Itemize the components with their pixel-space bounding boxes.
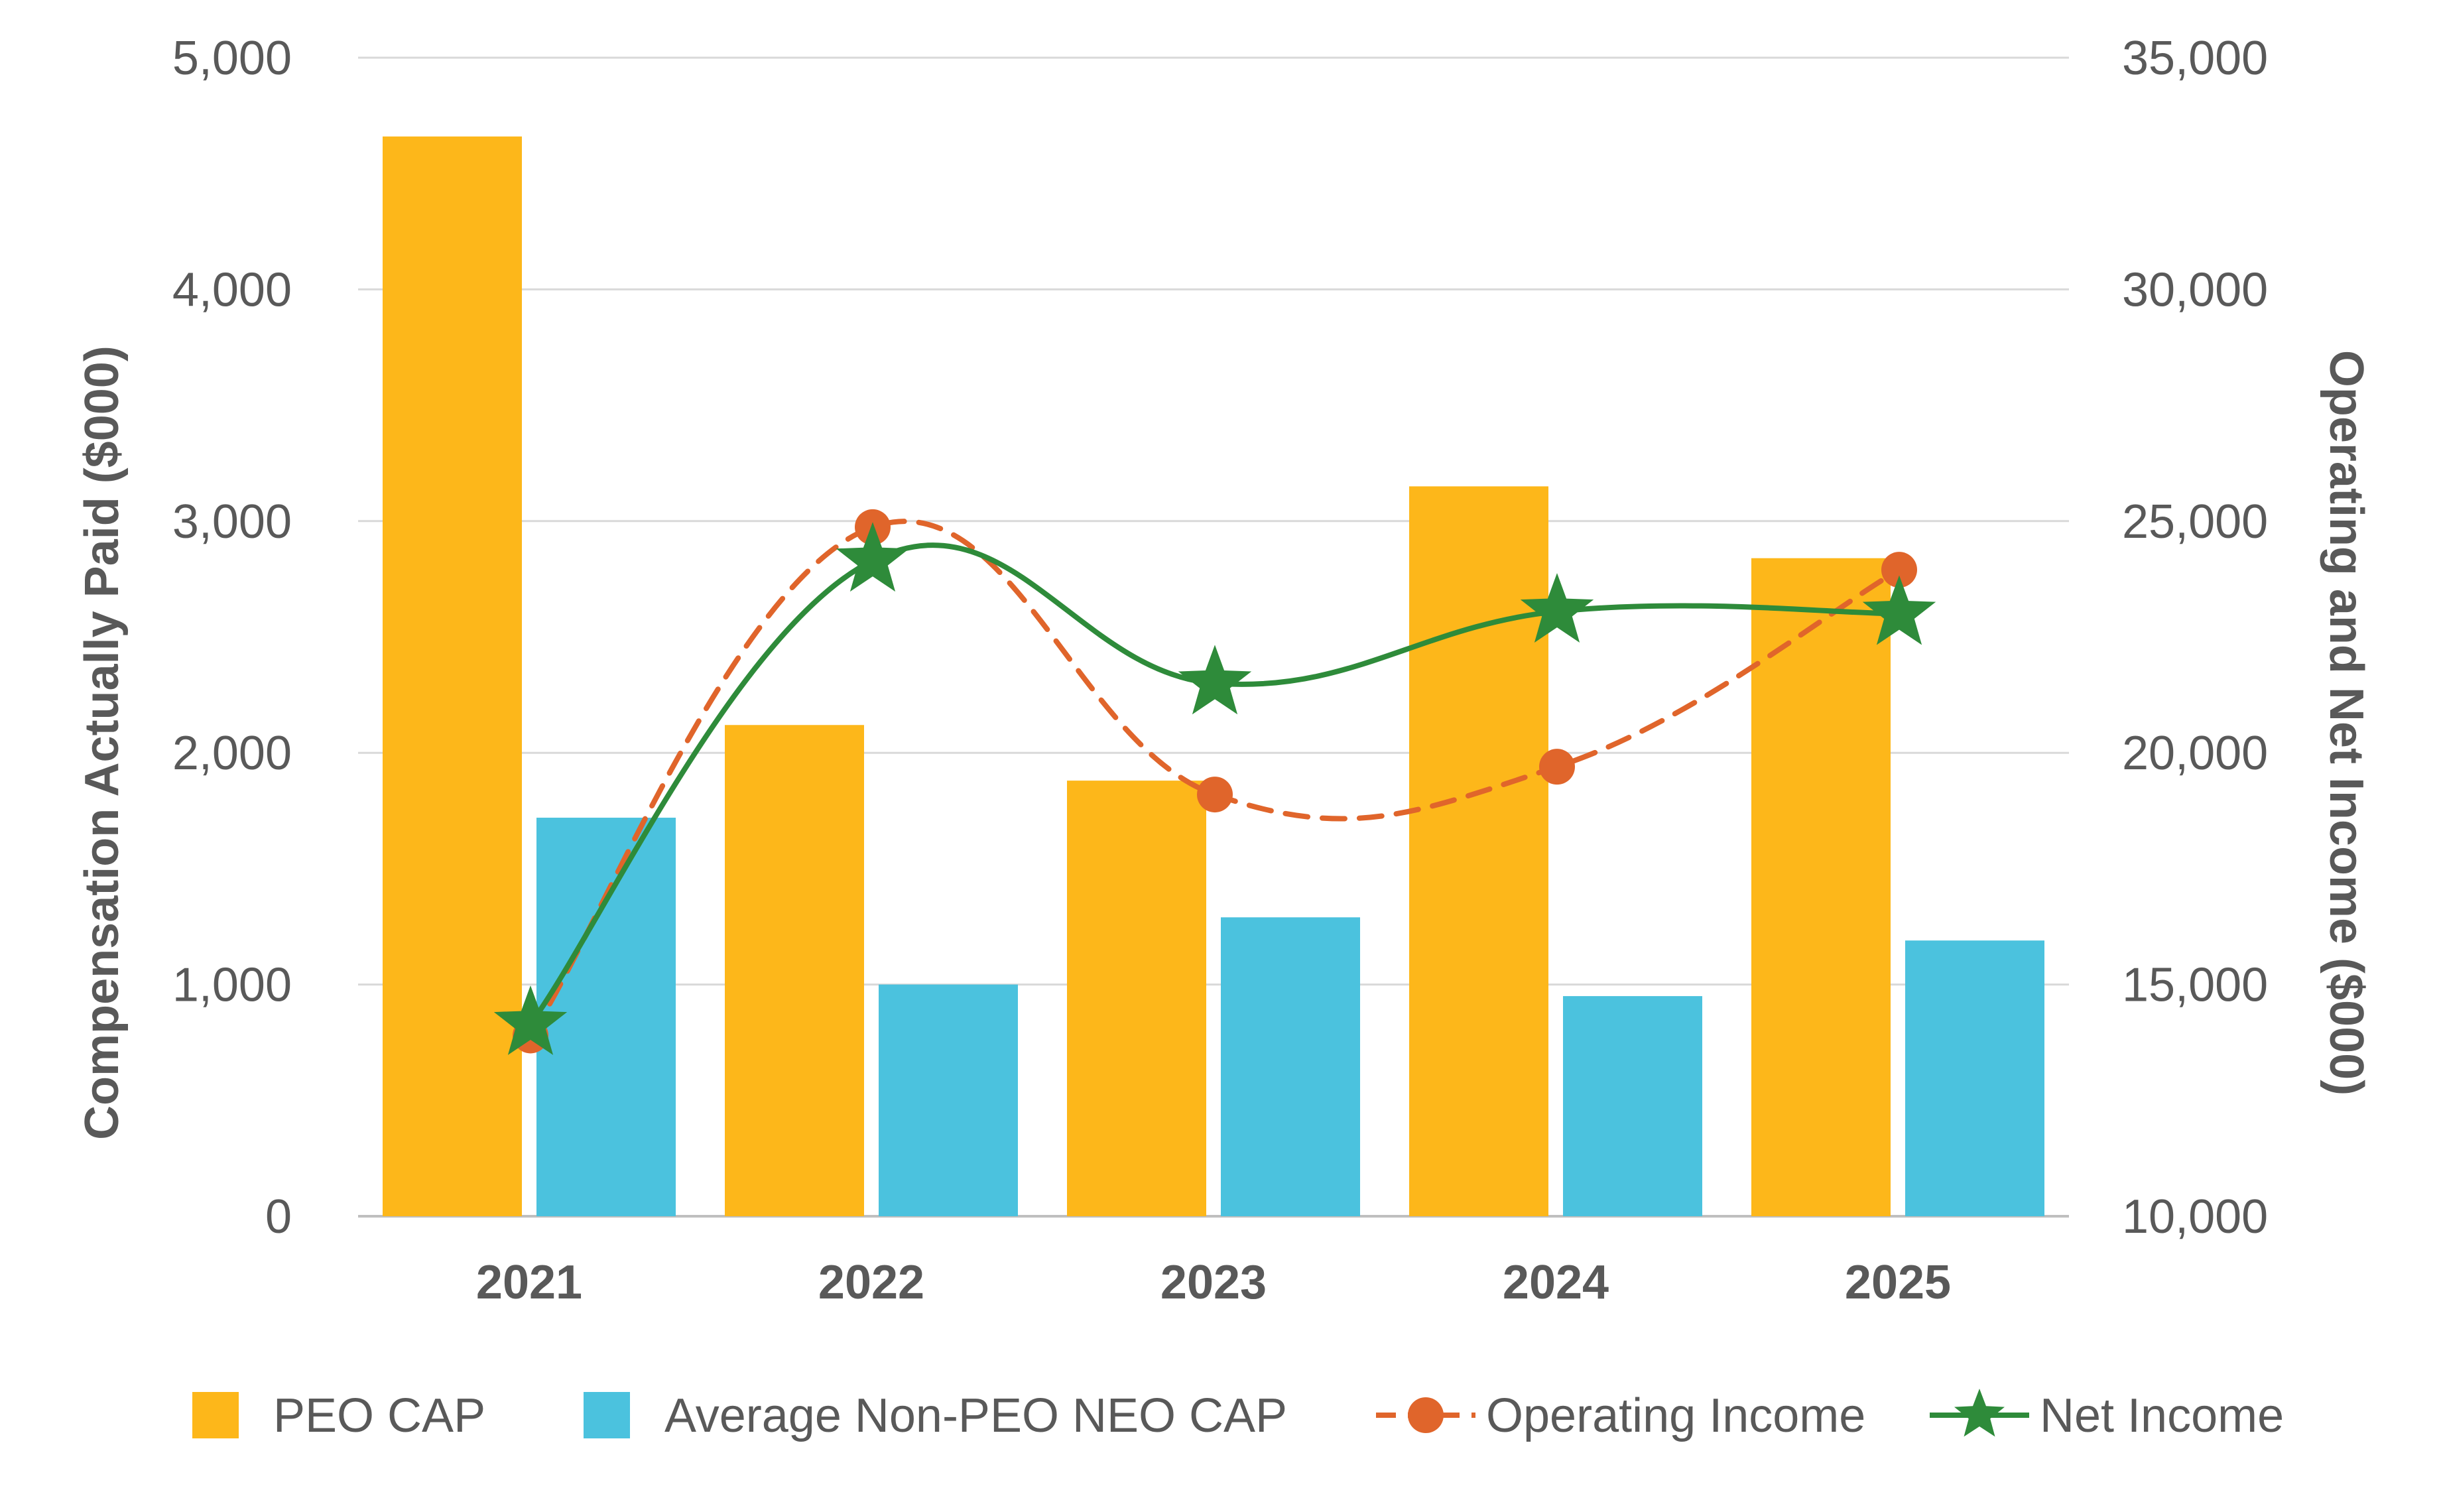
- legend-label: Average Non-PEO NEO CAP: [664, 1389, 1287, 1442]
- bar: [1067, 781, 1206, 1216]
- category-label: 2021: [476, 1256, 582, 1309]
- legend-label: Operating Income: [1486, 1389, 1865, 1442]
- bar: [879, 984, 1018, 1216]
- category-label: 2024: [1503, 1256, 1609, 1309]
- data-point: [836, 522, 910, 592]
- bar: [1751, 558, 1891, 1216]
- legend-label: Net Income: [2040, 1389, 2284, 1442]
- legend: PEO CAP Average Non-PEO NEO CAP Operating …: [192, 1389, 2284, 1442]
- left-axis-title: Compensation Actually Paid ($000): [76, 346, 129, 1140]
- left-tick-label: 0: [265, 1190, 292, 1243]
- right-tick-label: 30,000: [2122, 263, 2268, 316]
- legend-label: PEO CAP: [273, 1389, 485, 1442]
- legend-swatch: [584, 1392, 630, 1438]
- data-point: [1520, 573, 1594, 643]
- bar: [725, 725, 864, 1216]
- series-line: [528, 519, 1902, 1039]
- left-tick-label: 5,000: [172, 32, 292, 85]
- left-tick-label: 3,000: [172, 495, 292, 548]
- data-point: [1862, 575, 1936, 645]
- bar: [383, 136, 522, 1216]
- bar: [1563, 996, 1702, 1216]
- data-point: [1178, 645, 1252, 715]
- legend-marker: [1954, 1389, 2005, 1437]
- bar: [1409, 486, 1548, 1216]
- bar: [1905, 940, 2044, 1216]
- left-tick-label: 2,000: [172, 727, 292, 780]
- category-label: 2022: [818, 1256, 924, 1309]
- series-line: [528, 542, 1902, 1027]
- legend-swatch: [192, 1392, 239, 1438]
- data-point: [1197, 777, 1233, 813]
- right-tick-label: 35,000: [2122, 32, 2268, 85]
- category-label: 2023: [1160, 1256, 1267, 1309]
- bars-layer: [383, 136, 2044, 1216]
- right-axis-title: Operating and Net Income ($000): [2320, 350, 2373, 1096]
- data-point: [1539, 749, 1575, 785]
- right-tick-label: 20,000: [2122, 727, 2268, 780]
- data-point: [1881, 552, 1917, 588]
- right-tick-label: 10,000: [2122, 1190, 2268, 1243]
- left-tick-label: 4,000: [172, 263, 292, 316]
- left-tick-label: 1,000: [172, 959, 292, 1012]
- legend-marker: [1408, 1397, 1444, 1433]
- lines-layer: [493, 509, 1936, 1055]
- right-tick-label: 15,000: [2122, 959, 2268, 1012]
- data-point: [493, 985, 568, 1055]
- right-tick-label: 25,000: [2122, 495, 2268, 548]
- bar: [1221, 917, 1360, 1216]
- axis-ticks: 0 1,000 2,000 3,000 4,000 5,000 10,000 15,000 20…: [172, 32, 2268, 1309]
- category-label: 2025: [1845, 1256, 1951, 1309]
